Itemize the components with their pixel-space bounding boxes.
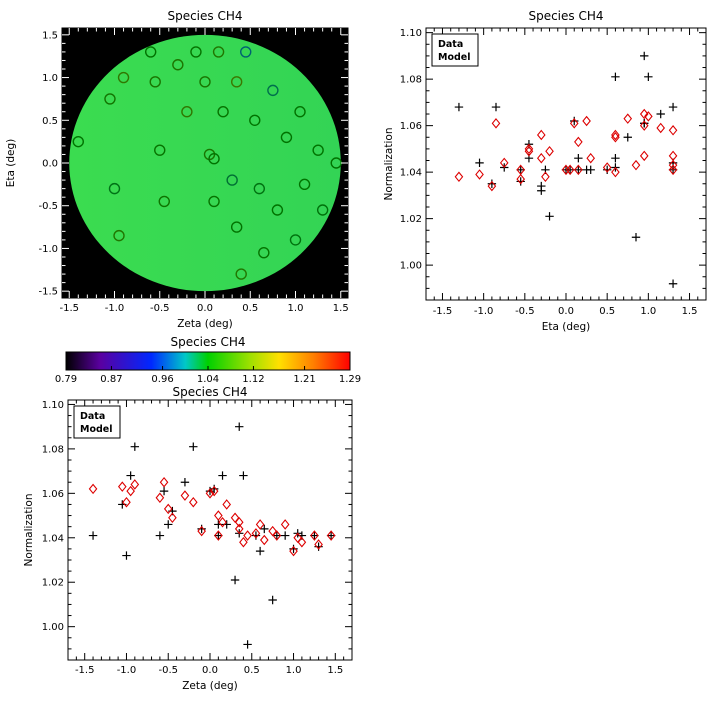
colorbar-panel: 0.79 0.87 0.96 1.04 1.12 1.21 1.29 Species CH4 (55, 335, 361, 385)
svg-text:1.0: 1.0 (286, 665, 302, 676)
svg-text:0.5: 0.5 (42, 116, 58, 127)
data-markers (88, 422, 336, 649)
svg-text:-0.5: -0.5 (158, 665, 178, 676)
svg-text:0.0: 0.0 (42, 159, 58, 170)
svg-text:-0.5: -0.5 (150, 303, 170, 314)
map-points (72, 46, 342, 280)
svg-text:1.04: 1.04 (400, 168, 422, 179)
svg-text:0.96: 0.96 (151, 374, 173, 385)
svg-text:0.5: 0.5 (244, 665, 260, 676)
map-xlabel: Zeta (deg) (177, 318, 233, 330)
svg-text:0.87: 0.87 (100, 374, 122, 385)
svg-text:1.04: 1.04 (42, 533, 64, 544)
svg-text:1.06: 1.06 (400, 121, 422, 132)
svg-text:-0.5: -0.5 (515, 306, 535, 317)
svg-text:1.06: 1.06 (42, 489, 64, 500)
svg-text:-0.5: -0.5 (38, 201, 58, 212)
legend-box (431, 33, 479, 67)
svg-text:-1.0: -1.0 (38, 244, 58, 255)
zeta-xlabel: Zeta (deg) (182, 680, 238, 692)
colorbar-title: Species CH4 (170, 335, 245, 349)
legend-data-label: Data (80, 411, 105, 422)
svg-text:1.02: 1.02 (400, 214, 422, 225)
svg-text:1.08: 1.08 (42, 444, 64, 455)
svg-text:1.5: 1.5 (42, 30, 58, 41)
svg-text:0.0: 0.0 (197, 303, 213, 314)
svg-text:1.29: 1.29 (339, 374, 361, 385)
map-ylabel: Eta (deg) (5, 139, 17, 188)
svg-text:0.0: 0.0 (558, 306, 574, 317)
model-disk (69, 34, 341, 292)
svg-text:-1.5: -1.5 (38, 287, 58, 298)
svg-text:1.0: 1.0 (288, 303, 304, 314)
legend-data-label: Data (438, 39, 463, 50)
svg-text:-1.0: -1.0 (117, 665, 137, 676)
svg-text:1.5: 1.5 (333, 303, 349, 314)
svg-text:1.00: 1.00 (400, 261, 422, 272)
zeta-title: Species CH4 (172, 386, 247, 399)
svg-text:-1.0: -1.0 (105, 303, 125, 314)
eta-title: Species CH4 (528, 9, 603, 23)
legend-model-label: Model (80, 424, 112, 435)
eta-xlabel: Eta (deg) (542, 321, 591, 333)
svg-text:0.79: 0.79 (55, 374, 77, 385)
eta-ylabel: Normalization (383, 128, 395, 201)
zeta-render: -1.5 -1.0 -0.5 0.0 0.5 1.0 1.5 1.00 1.02 1.04 1.06… (42, 399, 353, 676)
svg-text:-1.0: -1.0 (474, 306, 494, 317)
svg-text:0.5: 0.5 (242, 303, 258, 314)
svg-text:1.02: 1.02 (42, 578, 64, 589)
svg-text:0.5: 0.5 (599, 306, 615, 317)
svg-text:1.0: 1.0 (42, 73, 58, 84)
legend-box (73, 405, 121, 439)
map-render: -1.5 -1.0 -0.5 0.0 0.5 1.0 1.5 -1.5 -1.0 -0.5 0.0 0… (38, 27, 349, 314)
svg-text:1.12: 1.12 (242, 374, 264, 385)
zeta-ylabel: Normalization (23, 494, 35, 567)
legend-model-label: Model (438, 52, 470, 63)
svg-text:1.04: 1.04 (197, 374, 219, 385)
eta-scatter-panel: -1.5 -1.0 -0.5 0.0 0.5 1.0 1.5 1.00 1.02 1.04 1.06… (383, 9, 707, 333)
data-markers (454, 51, 678, 288)
svg-text:1.10: 1.10 (400, 28, 422, 39)
svg-text:-1.5: -1.5 (59, 303, 79, 314)
svg-text:1.10: 1.10 (42, 400, 64, 411)
eta-render: -1.5 -1.0 -0.5 0.0 0.5 1.0 1.5 1.00 1.02 1.04 1.06… (400, 27, 707, 317)
svg-text:1.0: 1.0 (640, 306, 656, 317)
svg-text:1.5: 1.5 (327, 665, 343, 676)
svg-text:1.5: 1.5 (682, 306, 698, 317)
map-title: Species CH4 (167, 9, 242, 23)
svg-text:1.08: 1.08 (400, 75, 422, 86)
svg-text:1.21: 1.21 (293, 374, 315, 385)
zeta-scatter-panel: -1.5 -1.0 -0.5 0.0 0.5 1.0 1.5 1.00 1.02 1.04 1.06… (23, 386, 353, 692)
svg-text:0.0: 0.0 (202, 665, 218, 676)
svg-text:1.00: 1.00 (42, 622, 64, 633)
map-panel: -1.5 -1.0 -0.5 0.0 0.5 1.0 1.5 -1.5 -1.0 -0.5 0.0 0… (5, 9, 349, 330)
svg-text:-1.5: -1.5 (433, 306, 453, 317)
svg-text:-1.5: -1.5 (75, 665, 95, 676)
colorbar-render: 0.79 0.87 0.96 1.04 1.12 1.21 1.29 (55, 351, 361, 385)
